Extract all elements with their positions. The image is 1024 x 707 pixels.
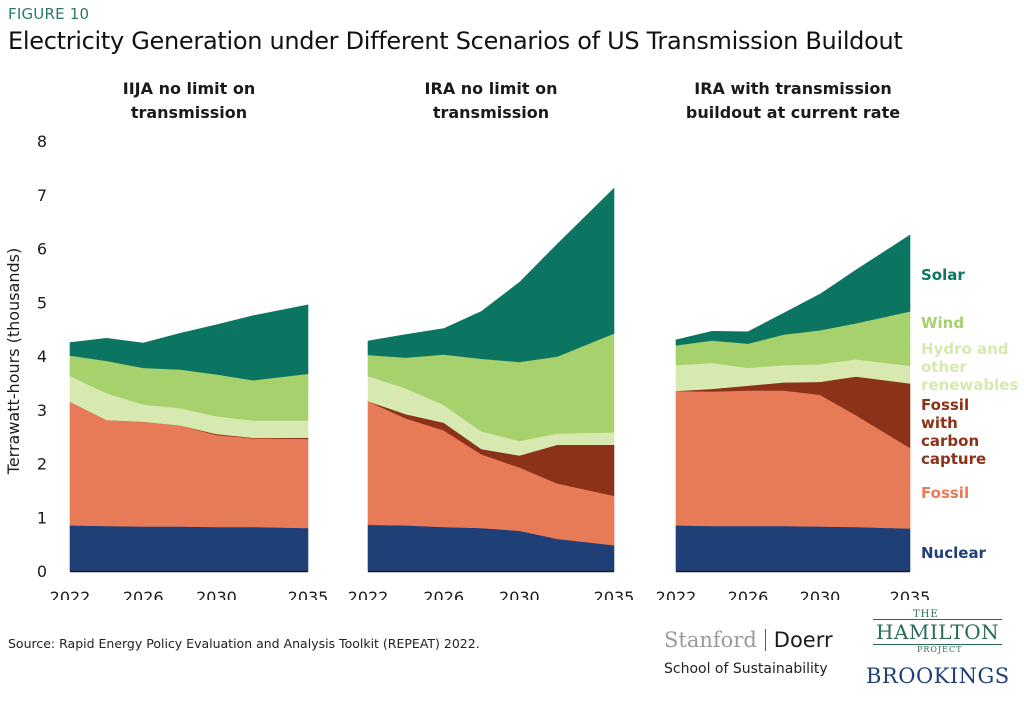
hamilton-the: THE [913,609,939,620]
panel-title: IIJA no limit on [123,79,256,98]
legend-line: Nuclear [921,544,987,562]
x-tick-label: 2030 [196,588,237,600]
legend-line: with [921,414,958,432]
area-nuclear [69,524,309,572]
panel-title: transmission [131,103,247,122]
legend-line: Fossil [921,396,969,414]
panel-title: IRA no limit on [425,79,558,98]
legend-fossil: Fossil [921,484,969,502]
figure-label: FIGURE 10 [8,5,90,23]
y-tick-label: 4 [37,347,47,366]
legend-line: Hydro and [921,340,1009,358]
legend-line: carbon [921,432,979,450]
area-solar [675,234,911,346]
x-tick-label: 2026 [123,588,164,600]
x-tick-label: 2035 [594,588,635,600]
legend-solar: Solar [921,266,965,284]
y-tick-label: 8 [37,132,47,151]
x-tick-label: 2030 [499,588,540,600]
legend-line: Fossil [921,484,969,502]
panel-1: 2022 2026 2030 2035 IIJA no limit on transmis… [50,79,329,600]
panel-title: buildout at current rate [686,103,900,122]
panel-title: transmission [433,103,549,122]
brookings-logo: BROOKINGS [866,664,1010,688]
x-tick-label: 2035 [890,588,931,600]
panel-2: 2022 2026 2030 2035 IRA no limit on transmiss… [348,79,635,600]
hamilton-project-logo: HAMILTON [873,619,1003,645]
x-tick-label: 2035 [288,588,329,600]
y-tick-label: 7 [37,186,47,205]
legend-line: capture [921,450,986,468]
legend-fossil_ccs: Fossil with carbon capture [921,396,986,468]
x-tick-label: 2022 [348,588,389,600]
area-nuclear [675,524,911,572]
panel-title: IRA with transmission [694,79,891,98]
legend-line: Wind [921,314,964,332]
legend-wind: Wind [921,314,964,332]
y-tick-label: 0 [37,562,47,581]
logo-divider [764,629,766,651]
x-tick-label: 2026 [728,588,769,600]
doerr-wordmark: Doerr [773,628,833,652]
legend-line: other [921,358,967,376]
panel-3: 2022 2026 2030 2035 IRA with transmission bui… [656,79,931,600]
legend-nuclear: Nuclear [921,544,987,562]
chart-title: Electricity Generation under Different S… [8,27,903,55]
y-tick-label: 1 [37,508,47,527]
y-tick-label: 6 [37,240,47,259]
source-note: Source: Rapid Energy Policy Evaluation a… [8,636,480,651]
x-tick-label: 2030 [800,588,841,600]
area-solar [69,304,309,381]
y-tick-label: 3 [37,401,47,420]
school-of-sustainability: School of Sustainability [664,661,828,677]
legend-line: renewables [921,376,1018,394]
x-tick-label: 2022 [656,588,697,600]
y-tick-label: 2 [37,455,47,474]
y-axis-title: Terrawatt-hours (thousands) [4,248,23,475]
legend-line: Solar [921,266,965,284]
y-tick-label: 5 [37,293,47,312]
area-solar [367,187,615,363]
legend-hydro: Hydro and other renewables [921,340,1018,394]
stanford-wordmark: Stanford [664,628,757,652]
stanford-doerr-logo: Stanford Doerr [664,628,833,652]
x-tick-label: 2026 [423,588,464,600]
stacked-area-chart: 0 1 2 3 4 5 6 7 8 Terrawatt-hours (thousands) 2022… [4,79,1018,600]
x-tick-label: 2022 [50,588,91,600]
hamilton-project-label: PROJECT [917,645,963,654]
